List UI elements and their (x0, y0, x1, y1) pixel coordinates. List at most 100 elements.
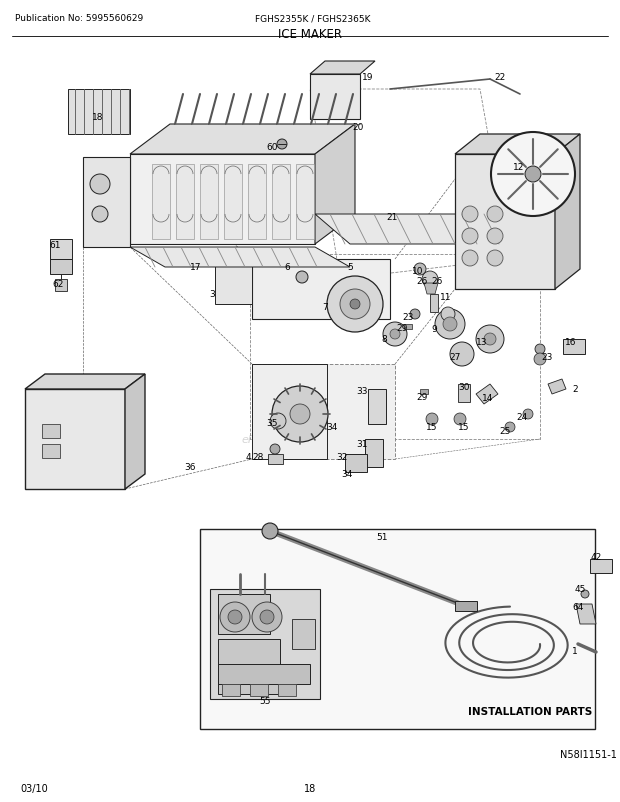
Polygon shape (68, 90, 130, 135)
Polygon shape (315, 125, 355, 245)
Circle shape (462, 229, 478, 245)
Text: FGHS2355K / FGHS2365K: FGHS2355K / FGHS2365K (255, 14, 371, 23)
Polygon shape (200, 164, 218, 240)
Polygon shape (130, 155, 315, 245)
Text: 11: 11 (440, 294, 452, 302)
Polygon shape (310, 75, 360, 119)
Text: 28: 28 (252, 453, 264, 462)
Text: 15: 15 (458, 423, 470, 432)
Text: 16: 16 (565, 338, 577, 347)
Text: 17: 17 (190, 263, 202, 272)
Bar (420, 390, 428, 395)
Text: 9: 9 (431, 325, 437, 334)
Text: 3: 3 (209, 290, 215, 299)
Text: 35: 35 (266, 419, 278, 428)
Circle shape (462, 207, 478, 223)
Circle shape (383, 322, 407, 346)
Bar (268, 455, 283, 464)
Circle shape (252, 602, 282, 632)
Text: 62: 62 (52, 280, 64, 290)
Text: 34: 34 (342, 470, 353, 479)
Text: ICE MAKER: ICE MAKER (278, 28, 342, 41)
Polygon shape (292, 619, 315, 649)
Polygon shape (476, 384, 498, 404)
Circle shape (262, 524, 278, 539)
Polygon shape (424, 284, 438, 294)
Circle shape (487, 229, 503, 245)
Circle shape (487, 207, 503, 223)
Polygon shape (25, 375, 145, 390)
Circle shape (462, 251, 478, 267)
Circle shape (491, 133, 575, 217)
Text: 2: 2 (572, 385, 578, 394)
Circle shape (581, 590, 589, 598)
Text: 18: 18 (92, 113, 104, 123)
Polygon shape (218, 594, 270, 634)
Text: 4: 4 (245, 453, 251, 462)
Text: 36: 36 (184, 463, 196, 472)
Polygon shape (252, 260, 390, 320)
Polygon shape (50, 240, 72, 260)
Polygon shape (296, 164, 314, 240)
Text: 55: 55 (259, 697, 271, 706)
Polygon shape (210, 589, 320, 699)
Text: 34: 34 (326, 423, 338, 432)
Circle shape (92, 207, 108, 223)
Text: 45: 45 (574, 585, 586, 593)
Polygon shape (548, 379, 566, 395)
Text: 27: 27 (450, 353, 461, 362)
Circle shape (476, 326, 504, 354)
Circle shape (422, 272, 438, 288)
Text: 64: 64 (572, 603, 583, 612)
Circle shape (534, 354, 546, 366)
Text: 23: 23 (402, 313, 414, 322)
Circle shape (270, 444, 280, 455)
Circle shape (443, 318, 457, 331)
Bar (458, 384, 470, 403)
Text: 03/10: 03/10 (20, 783, 48, 793)
Polygon shape (252, 365, 395, 460)
Circle shape (487, 251, 503, 267)
Text: 33: 33 (356, 387, 368, 396)
Circle shape (454, 414, 466, 426)
Bar (250, 255, 540, 439)
Text: 25: 25 (499, 427, 511, 436)
Bar (430, 294, 438, 313)
Circle shape (296, 272, 308, 284)
Circle shape (228, 610, 242, 624)
Bar (200, 529, 595, 729)
Text: 21: 21 (386, 213, 397, 222)
Polygon shape (555, 135, 580, 290)
Text: 13: 13 (476, 338, 488, 347)
Text: 29: 29 (396, 324, 408, 333)
Circle shape (505, 423, 515, 432)
Text: 22: 22 (494, 74, 506, 83)
Text: 26: 26 (432, 277, 443, 286)
Text: 29: 29 (416, 393, 428, 402)
Circle shape (390, 330, 400, 339)
Bar (222, 684, 240, 696)
Circle shape (523, 410, 533, 419)
Bar (252, 365, 327, 460)
Circle shape (220, 602, 250, 632)
Polygon shape (25, 390, 125, 489)
Text: 61: 61 (49, 241, 61, 249)
Text: 7: 7 (322, 303, 328, 312)
Text: 12: 12 (513, 164, 525, 172)
Bar (455, 602, 477, 611)
Polygon shape (272, 164, 290, 240)
Bar (365, 439, 383, 468)
Text: 42: 42 (590, 553, 601, 561)
Circle shape (450, 342, 474, 367)
Polygon shape (152, 164, 170, 240)
Text: 5: 5 (347, 263, 353, 272)
Circle shape (277, 140, 287, 150)
Circle shape (90, 175, 110, 195)
Text: 19: 19 (362, 74, 374, 83)
Bar (404, 325, 412, 330)
Bar (278, 684, 296, 696)
Text: 60: 60 (266, 144, 278, 152)
Text: 23: 23 (541, 353, 552, 362)
Text: 31: 31 (356, 440, 368, 449)
Polygon shape (130, 248, 350, 268)
